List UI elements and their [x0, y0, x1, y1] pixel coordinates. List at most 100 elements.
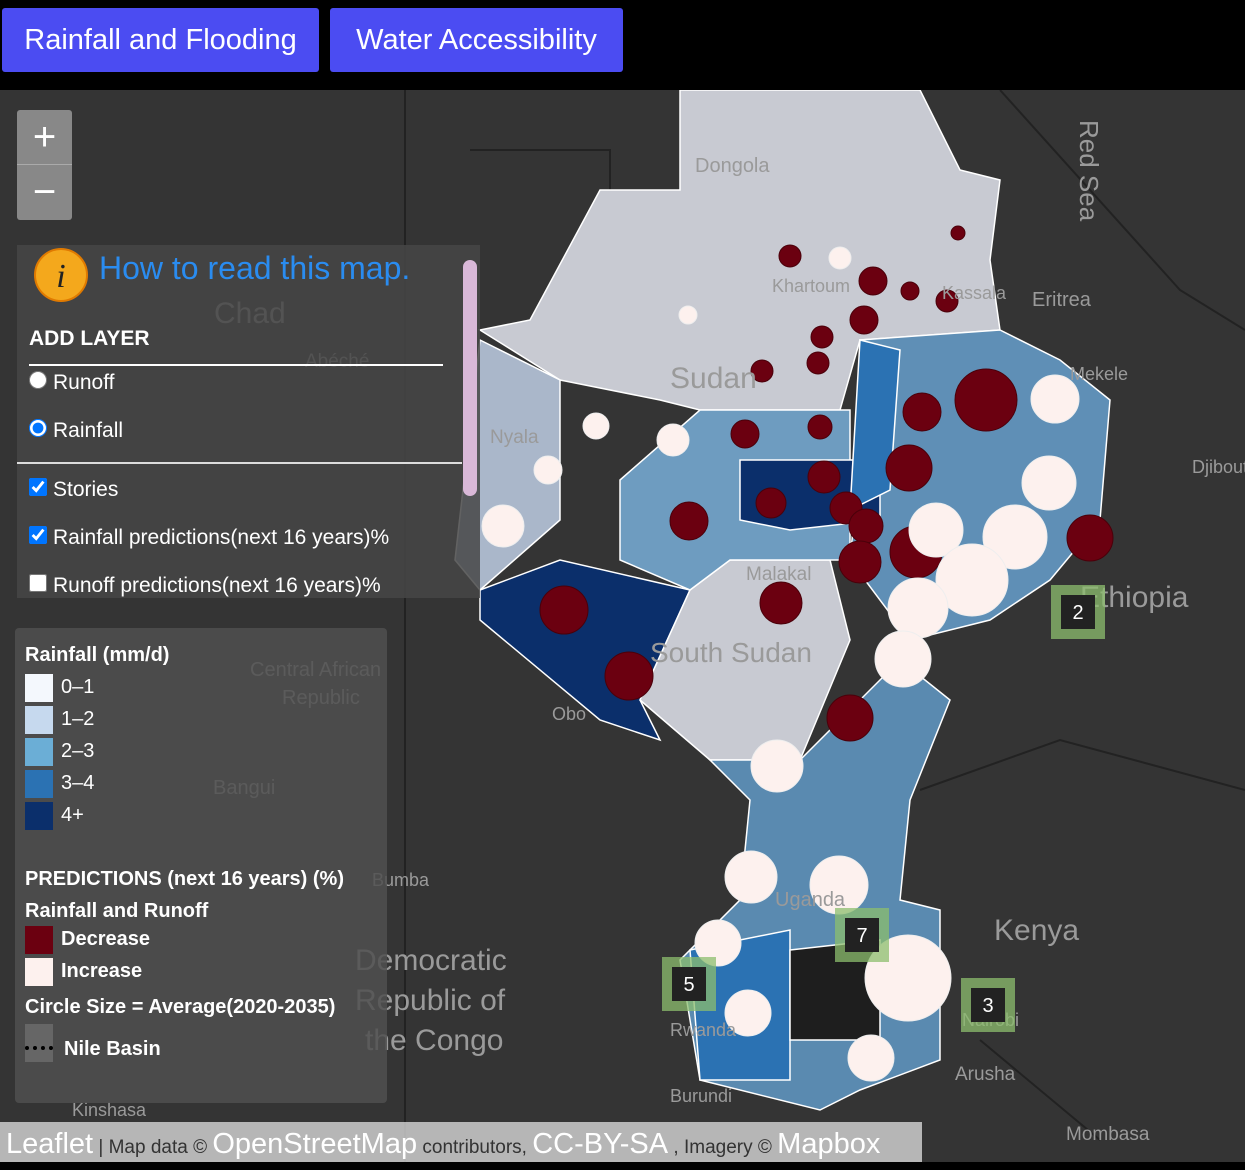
radio-label: Runoff	[53, 371, 115, 394]
attribution-text[interactable]: Mapbox	[777, 1128, 881, 1160]
prediction-circle	[1030, 374, 1080, 424]
map[interactable]: Red Sea Dongola Khartoum Kassala Eritrea Meke…	[0, 90, 1245, 1162]
prediction-circle	[902, 392, 942, 432]
marker-inner	[971, 988, 1005, 1022]
checkbox[interactable]: Runoff predictions(next 16 years)%	[29, 574, 381, 598]
legend-swatch	[25, 738, 53, 766]
checkbox[interactable]: Stories	[29, 478, 118, 502]
prediction-circle	[807, 460, 841, 494]
place-label: Khartoum	[772, 276, 850, 296]
checkbox[interactable]: Rainfall predictions(next 16 years)%	[29, 526, 389, 550]
radio-label: Rainfall	[53, 419, 124, 442]
layer-panel: i How to read this map. ADD LAYER Runoff…	[17, 245, 480, 598]
info-link[interactable]: How to read this map.	[99, 250, 411, 286]
story-marker[interactable]: 7	[835, 908, 889, 962]
section-title: ADD LAYER	[29, 327, 150, 350]
prediction-circle	[724, 989, 772, 1037]
checkbox-input	[29, 574, 47, 592]
prediction-circle	[656, 423, 690, 457]
legend-title: PREDICTIONS (next 16 years) (%)	[25, 868, 344, 890]
prediction-circle	[669, 501, 709, 541]
place-label: Rwanda	[670, 1020, 737, 1040]
legend-title: Rainfall (mm/d)	[25, 644, 170, 666]
zoom-out[interactable]: −	[32, 170, 57, 214]
place-label: Kassala	[942, 283, 1007, 303]
legend-swatch	[25, 926, 53, 954]
legend-subtitle: Rainfall and Runoff	[25, 900, 209, 922]
place-label: Red Sea	[1074, 120, 1104, 222]
marker-label: 5	[683, 974, 694, 996]
place-label: Mekele	[1070, 364, 1128, 384]
scrollbar[interactable]	[463, 260, 477, 496]
svg-text:i: i	[56, 258, 65, 295]
place-label: Uganda	[775, 889, 846, 911]
radio[interactable]: Runoff	[29, 371, 115, 395]
nav-button[interactable]: Water Accessibility	[330, 8, 623, 72]
story-marker[interactable]: 2	[1051, 585, 1105, 639]
prediction-circle	[582, 412, 610, 440]
attribution-text[interactable]: OpenStreetMap	[212, 1128, 418, 1160]
prediction-circle	[826, 694, 874, 742]
place-label: Arusha	[955, 1064, 1016, 1085]
legend-swatch	[25, 706, 53, 734]
info-icon: i	[34, 248, 88, 302]
place-label: Sudan	[670, 362, 757, 395]
story-marker[interactable]: 5	[662, 957, 716, 1011]
attribution-text[interactable]: Leaflet	[6, 1128, 94, 1160]
prediction-circle	[604, 651, 654, 701]
story-marker[interactable]: 3	[961, 978, 1015, 1032]
nav-button[interactable]: Rainfall and Flooding	[2, 8, 319, 72]
attribution-text[interactable]: CC-BY-SA	[532, 1128, 669, 1160]
checkbox-input	[29, 478, 47, 496]
prediction-circle	[694, 919, 742, 967]
prediction-circle	[724, 850, 778, 904]
place-label: Mombasa	[1066, 1124, 1150, 1145]
prediction-circle	[885, 444, 933, 492]
prediction-circle	[539, 585, 589, 635]
prediction-circle	[750, 739, 804, 793]
legend-label: Increase	[61, 960, 143, 982]
legend-label: 0–1	[61, 676, 95, 698]
prediction-circle	[806, 351, 830, 375]
legend-label: 1–2	[61, 708, 95, 730]
legend-swatch	[25, 674, 53, 702]
prediction-circle	[810, 325, 834, 349]
prediction-circle	[908, 502, 964, 558]
checkbox-label: Rainfall predictions(next 16 years)%	[53, 526, 390, 549]
prediction-circle	[755, 487, 787, 519]
zoom-control: + −	[17, 110, 72, 220]
place-label: Eritrea	[1032, 289, 1092, 311]
legend-swatch	[25, 802, 53, 830]
legend-note: Circle Size = Average(2020-2035)	[25, 996, 336, 1018]
prediction-circle	[828, 246, 852, 270]
prediction-circle	[533, 455, 563, 485]
prediction-circle	[678, 305, 698, 325]
prediction-circle	[838, 540, 882, 584]
zoom-in[interactable]: +	[17, 110, 72, 165]
attribution-text: | Map data ©	[98, 1137, 208, 1158]
radio[interactable]: Rainfall	[29, 419, 123, 443]
prediction-circle	[954, 368, 1018, 432]
prediction-circle	[807, 414, 833, 440]
place-label: Malakal	[746, 564, 811, 585]
prediction-circle	[481, 504, 525, 548]
marker-label: 2	[1072, 602, 1083, 624]
legend-swatch	[25, 958, 53, 986]
legend-label: 4+	[61, 804, 84, 826]
marker-label: 3	[982, 995, 993, 1017]
checkbox-label: Stories	[53, 478, 119, 501]
marker-inner	[845, 918, 879, 952]
prediction-circle	[982, 504, 1048, 570]
prediction-circle	[874, 630, 932, 688]
prediction-circle	[848, 508, 884, 544]
story-markers: 2 5 7 3	[662, 585, 1105, 1032]
legend-swatch	[25, 770, 53, 798]
place-label: Dongola	[695, 155, 770, 177]
prediction-circle	[1066, 514, 1114, 562]
marker-label: 7	[856, 925, 867, 947]
place-label: Djibouti	[1192, 457, 1245, 477]
basin-swatch	[25, 1024, 53, 1062]
place-label: Nyala	[490, 427, 539, 448]
attribution: Leaflet | Map data © OpenStreetMap contr…	[0, 1122, 922, 1162]
prediction-circle	[950, 225, 966, 241]
